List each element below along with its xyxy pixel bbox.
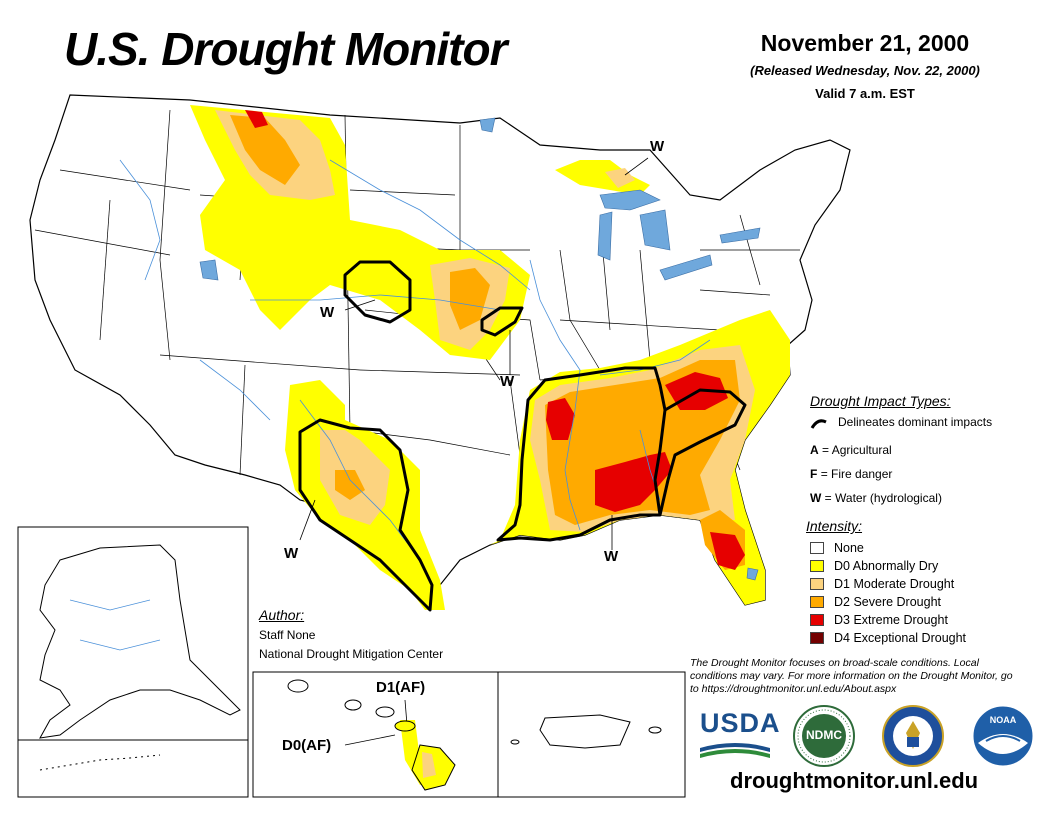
author-org: National Drought Mitigation Center	[259, 647, 444, 661]
legend-row-d0: D0 Abnormally Dry	[810, 559, 938, 573]
impact-line-sample	[810, 419, 827, 429]
label-pointers	[299, 157, 649, 746]
label-w-texas: W	[284, 545, 299, 562]
impact-code: A	[810, 443, 819, 457]
author-name: Staff None	[259, 628, 316, 642]
noaa-seal-icon	[972, 705, 1034, 767]
ndmc-logo: NDMC	[793, 705, 855, 767]
noaa-logo: NOAA	[972, 705, 1034, 767]
hawaii-islands	[287, 679, 456, 791]
usda-logo-text: USDA	[700, 708, 781, 738]
impact-delineates: Delineates dominant impacts	[838, 415, 993, 429]
author-title: Author:	[259, 607, 305, 623]
alaska-rivers	[69, 599, 161, 651]
impact-label: = Agricultural	[822, 443, 892, 457]
legend-swatch	[810, 560, 824, 572]
legend-row-d3: D3 Extreme Drought	[810, 613, 948, 627]
legend-label: None	[834, 541, 864, 555]
legend-label: D4 Exceptional Drought	[834, 631, 967, 645]
legend-label: D0 Abnormally Dry	[834, 559, 939, 573]
commerce-seal-icon	[882, 705, 944, 767]
impact-item-water: W = Water (hydrological)	[810, 491, 942, 505]
label-w-nebraska: W	[320, 304, 335, 321]
impact-code: W	[810, 491, 822, 505]
puerto-rico-islet-west	[510, 739, 520, 745]
usda-swoosh-icon	[700, 743, 770, 758]
legend-swatch	[810, 596, 824, 608]
impact-lines	[298, 260, 747, 612]
legend-label: D3 Extreme Drought	[834, 613, 948, 627]
d3-areas	[245, 110, 745, 570]
impact-code: F	[810, 467, 818, 481]
puerto-rico-islet	[648, 726, 662, 734]
puerto-rico-inset-frame	[497, 671, 686, 798]
release-note: (Released Wednesday, Nov. 22, 2000)	[750, 63, 980, 78]
legend-row-d1: D1 Moderate Drought	[810, 577, 954, 591]
intensity-title: Intensity:	[806, 518, 863, 534]
legend-label: D1 Moderate Drought	[834, 577, 955, 591]
map-title: U.S. Drought Monitor	[64, 23, 507, 75]
legend-swatch	[810, 614, 824, 626]
label-w-gulf: W	[604, 548, 619, 565]
rivers	[119, 159, 711, 561]
lakes	[199, 117, 761, 581]
label-hawaii-d0: D0(AF)	[282, 737, 332, 754]
impact-types-title: Drought Impact Types:	[810, 393, 951, 409]
alaska-shape	[39, 544, 241, 739]
impact-item-agricultural: A = Agricultural	[810, 443, 892, 457]
ndmc-seal-icon	[793, 705, 855, 767]
commerce-logo	[882, 705, 944, 767]
noaa-logo-text: NOAA	[989, 715, 1017, 725]
impact-label: = Water (hydrological)	[824, 491, 942, 505]
valid-time: Valid 7 a.m. EST	[815, 86, 915, 101]
usda-logo: USDA	[700, 708, 781, 760]
legend-row-d4: D4 Exceptional Drought	[810, 631, 966, 645]
ndmc-logo-text: NDMC	[806, 728, 842, 742]
label-w-iowa: W	[500, 373, 515, 390]
impact-item-fire: F = Fire danger	[810, 467, 892, 481]
label-w-michigan: W	[650, 138, 665, 155]
impact-label: = Fire danger	[820, 467, 893, 481]
legend-label: D2 Severe Drought	[834, 595, 942, 609]
disclaimer-note: The Drought Monitor focuses on broad-sca…	[690, 657, 1013, 695]
puerto-rico-shape	[539, 714, 631, 749]
site-url[interactable]: droughtmonitor.unl.edu	[730, 768, 979, 793]
map-date: November 21, 2000	[760, 30, 970, 56]
legend-swatch	[810, 542, 824, 554]
legend-swatch	[810, 632, 824, 644]
legend-row-none: None	[810, 541, 864, 555]
legend-swatch	[810, 578, 824, 590]
aleutians	[39, 754, 161, 771]
label-hawaii-d1: D1(AF)	[376, 679, 426, 696]
legend-row-d2: D2 Severe Drought	[810, 595, 941, 609]
